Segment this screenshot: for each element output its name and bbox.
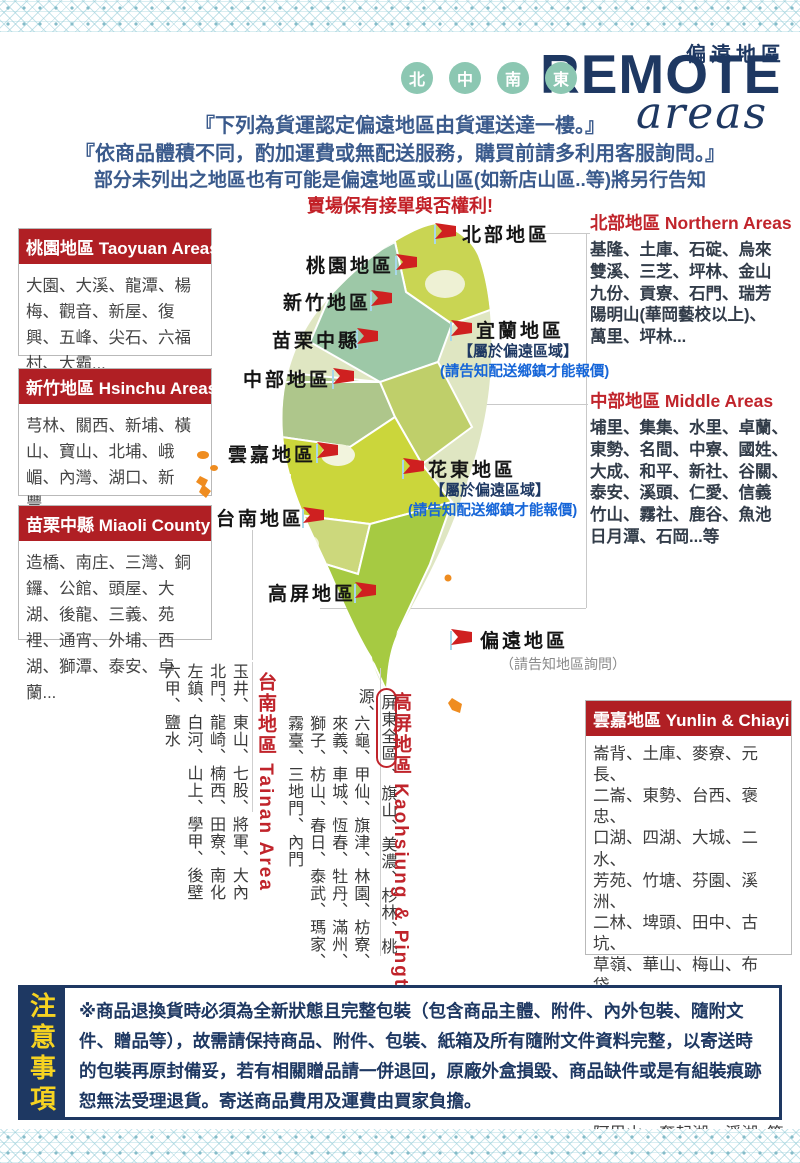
tainan-vertical-label: 台南地區 Tainan Area bbox=[255, 672, 276, 892]
miaoli-county-box: 苗栗中縣 Miaoli County 造橋、南庄、三灣、銅鑼、公館、頭屋、大湖、… bbox=[18, 505, 212, 702]
notice-label-char: 意 bbox=[29, 1022, 56, 1052]
map-label-taoyuan: 桃園地區 bbox=[306, 256, 395, 277]
yunchia-areas-box: 雲嘉地區 Yunlin & Chiayi 崙背、土庫、麥寮、元長、 二崙、東勢、… bbox=[585, 700, 792, 1143]
map-basin-blob bbox=[425, 270, 465, 298]
kaoping-towns-list: 六龜、甲仙、旗津、林園、枋寮、 來義、車城、恆春、牡丹、滿州、 獅子、枋山、春日… bbox=[285, 715, 369, 970]
flag-icon-kaoping bbox=[354, 582, 376, 603]
brand-subtitle: 偏遠地區 bbox=[686, 44, 786, 66]
map-blob bbox=[297, 535, 319, 553]
middle-section-list: 埔里、集集、水里、卓蘭、 東勢、名間、中寮、國姓、 大成、和平、新社、谷關、 泰… bbox=[590, 419, 788, 546]
separator-line bbox=[252, 662, 253, 812]
separator-line bbox=[380, 668, 381, 956]
map-label-middle: 中部地區 bbox=[243, 370, 332, 391]
map-label-hsinchu: 新竹地區 bbox=[283, 293, 372, 314]
northern-areas-section: 北部地區 Northern Areas 基隆、土庫、石碇、烏來 雙溪、三芝、坪林… bbox=[590, 210, 795, 349]
hsinchu-areas-box: 新竹地區 Hsinchu Areas 芎林、關西、新埔、橫山、寶山、北埔、峨嵋、… bbox=[18, 368, 217, 513]
taiwan-map bbox=[196, 224, 492, 713]
connector-line bbox=[545, 233, 590, 234]
kaoping-first-column-rest: 、旗山、美濃、杉林、桃源、 bbox=[355, 688, 396, 955]
flag-icon-remote bbox=[450, 629, 472, 650]
flag-icon-huadong bbox=[402, 458, 424, 479]
connector-line bbox=[252, 530, 253, 660]
miaoli-box-list: 造橋、南庄、三灣、銅鑼、公館、頭屋、大湖、後龍、三義、苑裡、通宵、外埔、西湖、獅… bbox=[26, 554, 191, 703]
decorative-border-top bbox=[0, 0, 800, 32]
intro-line-3: 部分未列出之地區也有可能是偏遠地區或山區(如新店山區..等)將另行告知 bbox=[93, 170, 707, 191]
connector-line bbox=[586, 233, 587, 608]
notice-label: 注 意 事 項 bbox=[21, 988, 65, 1117]
taoyuan-box-title: 桃園地區 Taoyuan Areas bbox=[19, 229, 219, 264]
brand-script: areas bbox=[636, 88, 769, 139]
northern-section-list: 基隆、土庫、石碇、烏來 雙溪、三芝、坪林、金山 九份、貢寮、石門、瑞芳 陽明山(… bbox=[590, 241, 772, 347]
badge-north: 北 bbox=[401, 62, 433, 94]
yilan-quote-note: (請告知配送鄉鎮才能報價) bbox=[440, 364, 610, 380]
yilan-remote-zone-note: 【屬於偏遠區域】 bbox=[458, 343, 579, 360]
connector-line bbox=[320, 608, 586, 609]
map-label-tainan: 台南地區 bbox=[216, 509, 305, 530]
flag-icon-yunchia bbox=[316, 442, 338, 463]
kaoping-first-column: 屏東全區、旗山、美濃、杉林、桃源、 bbox=[352, 688, 398, 988]
map-label-remote: 偏遠地區 bbox=[480, 631, 569, 652]
yunchia-box-title: 雲嘉地區 Yunlin & Chiayi bbox=[586, 701, 791, 736]
miaoli-box-title: 苗栗中縣 Miaoli County bbox=[19, 506, 211, 541]
middle-section-title: 中部地區 Middle Areas bbox=[590, 391, 774, 411]
flag-icon-yilan bbox=[450, 320, 472, 341]
hsinchu-box-list: 芎林、關西、新埔、橫山、寶山、北埔、峨嵋、內灣、湖口、新豐... bbox=[26, 417, 191, 513]
flag-icon-tainan bbox=[302, 507, 324, 528]
huadong-remote-zone-note: 【屬於偏遠區域】 bbox=[430, 482, 551, 499]
brand-title: REMOTE bbox=[540, 43, 782, 105]
tainan-towns-list: 玉井、東山、七股、將軍、大內 北門、龍崎、楠西、田寮、南化 左鎮、白河、山上、學… bbox=[161, 663, 247, 901]
map-label-kaoping: 高屏地區 bbox=[268, 584, 357, 605]
remote-ask-note: （請告知地區詢問） bbox=[500, 656, 626, 672]
badge-middle: 中 bbox=[449, 62, 481, 94]
intro-line-4-warning: 賣場保有接單與否權利! bbox=[307, 196, 493, 216]
intro-line-2: 『依商品體積不同，酌加運費或無配送服務，購買前請多利用客服詢問。』 bbox=[75, 143, 725, 165]
notice-label-char: 注 bbox=[29, 991, 56, 1021]
pingtung-all-area-circled: 屏東全區 bbox=[376, 688, 398, 768]
notice-box: 注 意 事 項 ※商品退換貨時必須為全新狀態且完整包裝（包含商品主體、附件、內外… bbox=[18, 985, 782, 1120]
hsinchu-box-title: 新竹地區 Hsinchu Areas bbox=[19, 369, 217, 404]
middle-areas-section: 中部地區 Middle Areas 埔里、集集、水里、卓蘭、 東勢、名間、中寮、… bbox=[590, 388, 795, 549]
map-label-north: 北部地區 bbox=[462, 225, 551, 246]
map-label-miaoli: 苗栗中縣 bbox=[272, 331, 361, 352]
flag-icon-taoyuan bbox=[395, 254, 417, 275]
decorative-border-bottom bbox=[0, 1129, 800, 1163]
badge-south: 南 bbox=[497, 62, 529, 94]
intro-line-1: 『下列為貨運認定偏遠地區由貨運送達一樓。』 bbox=[195, 115, 605, 137]
flag-icon-north bbox=[434, 223, 456, 244]
map-region-central bbox=[378, 360, 474, 466]
badge-east: 東 bbox=[545, 62, 577, 94]
flag-icon-middle bbox=[332, 368, 354, 389]
map-label-huadong: 花東地區 bbox=[428, 460, 517, 481]
huadong-quote-note: (請告知配送鄉鎮才能報價) bbox=[408, 503, 578, 519]
notice-text: ※商品退換貨時必須為全新狀態且完整包裝（包含商品主體、附件、內外包裝、隨附文件、… bbox=[79, 1001, 762, 1112]
taoyuan-areas-box: 桃園地區 Taoyuan Areas 大園、大溪、龍潭、楊梅、觀音、新屋、復興、… bbox=[18, 228, 219, 373]
map-label-yilan: 宜蘭地區 bbox=[476, 321, 565, 342]
northern-section-title: 北部地區 Northern Areas bbox=[590, 213, 792, 233]
notice-label-char: 項 bbox=[29, 1084, 56, 1114]
intro-text: 『下列為貨運認定偏遠地區由貨運送達一樓。』 『依商品體積不同，酌加運費或無配送服… bbox=[0, 112, 800, 218]
region-badges: 北 中 南 東 bbox=[401, 62, 577, 94]
notice-label-char: 事 bbox=[29, 1053, 56, 1083]
kaoping-vertical-label: 高屏地區 Kaohsiung & Pingtung bbox=[390, 692, 411, 1029]
flag-icon-hsinchu bbox=[370, 290, 392, 311]
map-outlying-islands bbox=[196, 451, 462, 713]
map-label-yunchia: 雲嘉地區 bbox=[228, 445, 317, 466]
flag-icon-miaoli bbox=[356, 328, 378, 349]
